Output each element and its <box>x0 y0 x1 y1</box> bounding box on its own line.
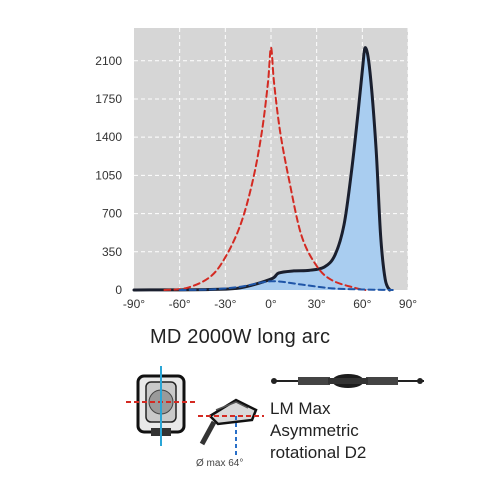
x-tick-label: -90° <box>123 297 145 311</box>
y-tick-label: 0 <box>115 283 122 297</box>
y-tick-label: 1050 <box>95 168 122 182</box>
chart-title: MD 2000W long arc <box>150 326 331 348</box>
lamp-tube-icon <box>271 374 424 388</box>
x-tick-label: 60° <box>353 297 371 311</box>
y-tick-label: 700 <box>102 207 122 221</box>
lamp-front-view-icon <box>126 366 198 446</box>
series-fill-0 <box>134 47 390 290</box>
series-line-1 <box>163 46 367 291</box>
series-line-0 <box>132 46 392 292</box>
y-tick-label: 2100 <box>95 54 122 68</box>
x-tick-label: -30° <box>214 297 236 311</box>
lamp-label-line-2: Asymmetric <box>270 421 359 440</box>
y-axis-ticks: 0 350 700 1050 1400 1750 2100 <box>95 54 122 297</box>
y-tick-label: 350 <box>102 245 122 259</box>
lamp-side-view-icon <box>198 398 264 458</box>
x-tick-label: 0° <box>265 297 277 311</box>
light-distribution-chart: 0 350 700 1050 1400 1750 2100 -90° -60° -30° 0° 30… <box>95 28 417 311</box>
x-axis-ticks: -90° -60° -30° 0° 30° 60° 90° <box>123 297 417 311</box>
lamp-label-line-3: rotational D2 <box>270 443 367 462</box>
x-tick-label: 30° <box>308 297 326 311</box>
y-tick-label: 1750 <box>95 92 122 106</box>
series-line-2 <box>178 280 394 291</box>
lamp-label: LM Max Asymmetric rotational D2 <box>270 398 366 464</box>
lamp-label-line-1: LM Max <box>270 399 331 418</box>
series-layer <box>132 46 394 292</box>
y-tick-label: 1400 <box>95 130 122 144</box>
x-tick-label: -60° <box>169 297 191 311</box>
x-tick-label: 90° <box>399 297 417 311</box>
max-angle-note: Ø max 64° <box>196 458 244 469</box>
